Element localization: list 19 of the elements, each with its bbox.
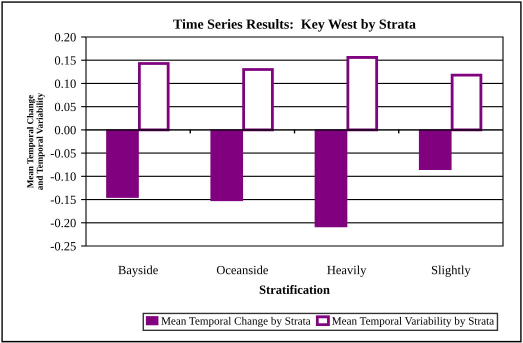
y-tick-label: 0.10	[54, 79, 76, 88]
y-tick-label: 0.00	[54, 126, 76, 134]
y-tick-label: 0.05	[54, 102, 76, 112]
x-axis-title: Stratification	[260, 285, 330, 294]
y-tick-label: 0.15	[54, 56, 76, 65]
y-tick-label: 0.20	[54, 33, 76, 42]
y-tick-label: -0.10	[50, 172, 76, 181]
y-tick-label: -0.05	[50, 149, 76, 158]
y-tick-label: -0.15	[50, 196, 76, 204]
legend-label: Mean Temporal Change by Strata	[161, 316, 310, 327]
x-tick-label: Bayside	[118, 265, 158, 277]
legend-label: Mean Temporal Variability by Strata	[332, 316, 494, 327]
y-axis-title: Mean Temporal Change and Temporal Variability	[26, 92, 45, 190]
y-tick-label: -0.25	[50, 242, 76, 251]
y-tick-label: -0.20	[50, 218, 76, 228]
x-tick-label: Slightly	[432, 265, 471, 277]
chart-title: Time Series Results: Key West by Strata	[173, 19, 416, 32]
x-tick-label: Heavily	[327, 265, 366, 277]
x-tick-label: Oceanside	[216, 265, 268, 274]
